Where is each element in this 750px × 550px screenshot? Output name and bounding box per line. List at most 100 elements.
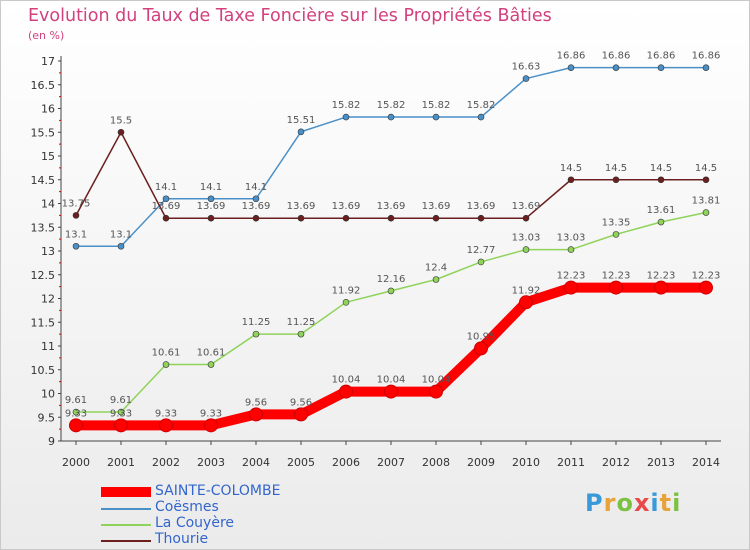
- legend-label-thourie: Thourie: [155, 531, 209, 547]
- data-label-thourie: 13.69: [287, 201, 316, 212]
- data-label-sainte-colombe: 9.33: [155, 408, 177, 419]
- data-point-co-smes: [72, 242, 80, 250]
- data-point-sainte-colombe: [564, 280, 578, 295]
- data-label-la-couy-re: 13.61: [647, 205, 676, 216]
- data-point-sainte-colombe: [114, 418, 128, 433]
- data-label-la-couy-re: 13.03: [512, 233, 541, 244]
- legend-swatch-thourie: [101, 540, 151, 542]
- legend-swatch-la-couyere: [101, 524, 151, 526]
- data-point-thourie: [387, 214, 395, 222]
- data-label-sainte-colombe: 12.23: [557, 271, 586, 282]
- y-tick-label: 14: [41, 198, 55, 211]
- data-point-sainte-colombe: [294, 407, 308, 422]
- x-tick-label: 2007: [377, 456, 405, 469]
- data-label-sainte-colombe: 10.04: [422, 375, 451, 386]
- data-label-sainte-colombe: 11.92: [512, 285, 541, 296]
- data-label-sainte-colombe: 9.56: [245, 397, 267, 408]
- data-label-co-smes: 14.1: [200, 182, 222, 193]
- data-point-la-couy-re: [207, 361, 215, 368]
- x-tick-label: 2003: [197, 456, 225, 469]
- data-label-co-smes: 16.86: [557, 51, 586, 62]
- logo-letter: t: [659, 489, 673, 517]
- data-label-sainte-colombe: 10.04: [377, 375, 406, 386]
- y-tick-label: 12: [41, 293, 55, 306]
- legend-label-la-couyere: La Couyère: [155, 515, 235, 531]
- logo-letter: x: [633, 489, 651, 517]
- data-label-la-couy-re: 9.61: [110, 395, 132, 406]
- data-label-thourie: 13.69: [512, 201, 541, 212]
- data-point-sainte-colombe: [159, 418, 173, 433]
- data-label-co-smes: 13.1: [110, 229, 132, 240]
- data-point-la-couy-re: [567, 246, 575, 253]
- data-point-thourie: [612, 176, 620, 184]
- data-point-thourie: [342, 214, 350, 222]
- y-tick-label: 17: [41, 55, 55, 68]
- data-label-co-smes: 13.1: [65, 229, 87, 240]
- data-point-co-smes: [702, 64, 710, 71]
- data-label-thourie: 14.5: [605, 163, 627, 174]
- y-tick-label: 13: [41, 245, 55, 258]
- data-point-thourie: [252, 214, 260, 222]
- y-tick-label: 15: [41, 150, 55, 163]
- y-tick-label: 12.5: [31, 269, 56, 282]
- y-tick-label: 11.5: [31, 316, 56, 329]
- data-label-sainte-colombe: 9.33: [65, 408, 87, 419]
- data-point-sainte-colombe: [474, 341, 488, 356]
- data-point-co-smes: [612, 64, 620, 71]
- data-label-co-smes: 15.82: [332, 100, 361, 111]
- data-label-co-smes: 16.63: [512, 62, 541, 73]
- data-label-la-couy-re: 11.25: [242, 317, 271, 328]
- x-tick-label: 2012: [602, 456, 630, 469]
- data-point-co-smes: [567, 64, 575, 71]
- data-point-co-smes: [207, 195, 215, 203]
- x-tick-label: 2002: [152, 456, 180, 469]
- data-point-thourie: [522, 214, 530, 222]
- legend-swatch-coesmes: [101, 508, 151, 510]
- data-point-co-smes: [432, 113, 440, 121]
- data-label-thourie: 13.69: [242, 201, 271, 212]
- data-point-sainte-colombe: [519, 295, 533, 310]
- data-label-co-smes: 15.82: [467, 100, 496, 111]
- x-tick-label: 2005: [287, 456, 315, 469]
- data-point-sainte-colombe: [204, 418, 218, 433]
- data-point-co-smes: [657, 64, 665, 71]
- data-label-la-couy-re: 10.61: [197, 348, 226, 359]
- x-tick-label: 2011: [557, 456, 585, 469]
- x-tick-label: 2001: [107, 456, 135, 469]
- data-point-la-couy-re: [252, 330, 260, 338]
- data-label-sainte-colombe: 12.23: [602, 271, 631, 282]
- data-label-co-smes: 15.51: [287, 115, 316, 126]
- data-point-la-couy-re: [387, 287, 395, 295]
- data-label-la-couy-re: 12.77: [467, 245, 496, 256]
- data-point-la-couy-re: [432, 276, 440, 283]
- legend-label-coesmes: Coësmes: [155, 499, 219, 515]
- data-label-la-couy-re: 9.61: [65, 395, 87, 406]
- x-tick-label: 2006: [332, 456, 360, 469]
- x-tick-label: 2013: [647, 456, 675, 469]
- proxiti-logo: Proxiti: [585, 489, 681, 517]
- data-point-co-smes: [297, 128, 305, 136]
- data-label-sainte-colombe: 9.33: [110, 408, 132, 419]
- data-label-la-couy-re: 11.92: [332, 285, 361, 296]
- data-label-sainte-colombe: 12.23: [692, 271, 721, 282]
- data-point-sainte-colombe: [339, 384, 353, 399]
- data-point-thourie: [702, 176, 710, 184]
- y-tick-label: 10: [41, 388, 55, 401]
- data-label-sainte-colombe: 9.33: [200, 408, 222, 419]
- data-label-thourie: 13.69: [197, 201, 226, 212]
- data-label-sainte-colombe: 12.23: [647, 271, 676, 282]
- data-point-co-smes: [522, 75, 530, 82]
- data-label-co-smes: 16.86: [602, 51, 631, 62]
- x-tick-label: 2009: [467, 456, 495, 469]
- legend-label-sainte-colombe: SAINTE-COLOMBE: [155, 483, 281, 499]
- data-label-sainte-colombe: 10.95: [467, 331, 496, 342]
- data-label-thourie: 14.5: [695, 163, 717, 174]
- data-point-co-smes: [342, 113, 350, 121]
- chart-subtitle: (en %): [28, 29, 65, 42]
- data-label-co-smes: 14.1: [155, 182, 177, 193]
- data-point-la-couy-re: [612, 231, 620, 238]
- x-tick-label: 2004: [242, 456, 270, 469]
- data-point-thourie: [207, 214, 215, 222]
- data-label-thourie: 13.69: [332, 201, 361, 212]
